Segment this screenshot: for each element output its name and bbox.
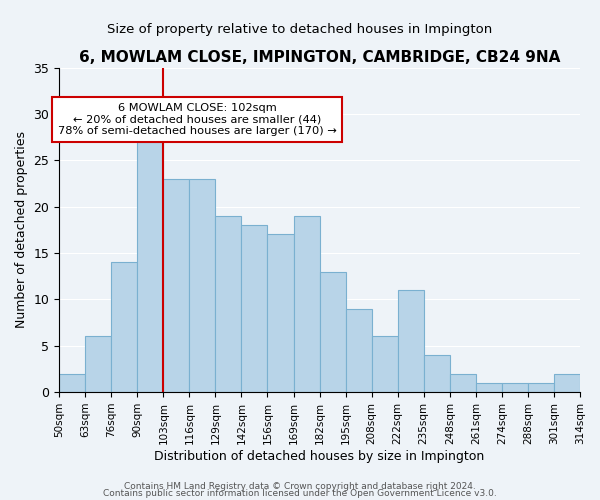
Bar (59, 374, 85, 392)
Bar (424, 355, 450, 392)
Bar (450, 374, 476, 392)
Bar (190, 179, 215, 392)
X-axis label: Distribution of detached houses by size in Impington: Distribution of detached houses by size … (154, 450, 485, 462)
Bar (320, 272, 346, 392)
Bar (85, 336, 111, 392)
Y-axis label: Number of detached properties: Number of detached properties (15, 132, 28, 328)
Bar (111, 262, 137, 392)
Bar (502, 383, 528, 392)
Bar (163, 179, 190, 392)
Bar (371, 336, 398, 392)
Bar (215, 216, 241, 392)
Bar (528, 383, 554, 392)
Text: Contains public sector information licensed under the Open Government Licence v3: Contains public sector information licen… (103, 489, 497, 498)
Title: 6, MOWLAM CLOSE, IMPINGTON, CAMBRIDGE, CB24 9NA: 6, MOWLAM CLOSE, IMPINGTON, CAMBRIDGE, C… (79, 50, 560, 65)
Text: Contains HM Land Registry data © Crown copyright and database right 2024.: Contains HM Land Registry data © Crown c… (124, 482, 476, 491)
Text: 6 MOWLAM CLOSE: 102sqm
← 20% of detached houses are smaller (44)
78% of semi-det: 6 MOWLAM CLOSE: 102sqm ← 20% of detached… (58, 103, 337, 136)
Bar (241, 225, 268, 392)
Bar (476, 383, 502, 392)
Bar (346, 308, 371, 392)
Bar (398, 290, 424, 392)
Bar (293, 216, 320, 392)
Text: Size of property relative to detached houses in Impington: Size of property relative to detached ho… (107, 22, 493, 36)
Bar (554, 374, 580, 392)
Bar (137, 142, 163, 392)
Bar (268, 234, 293, 392)
